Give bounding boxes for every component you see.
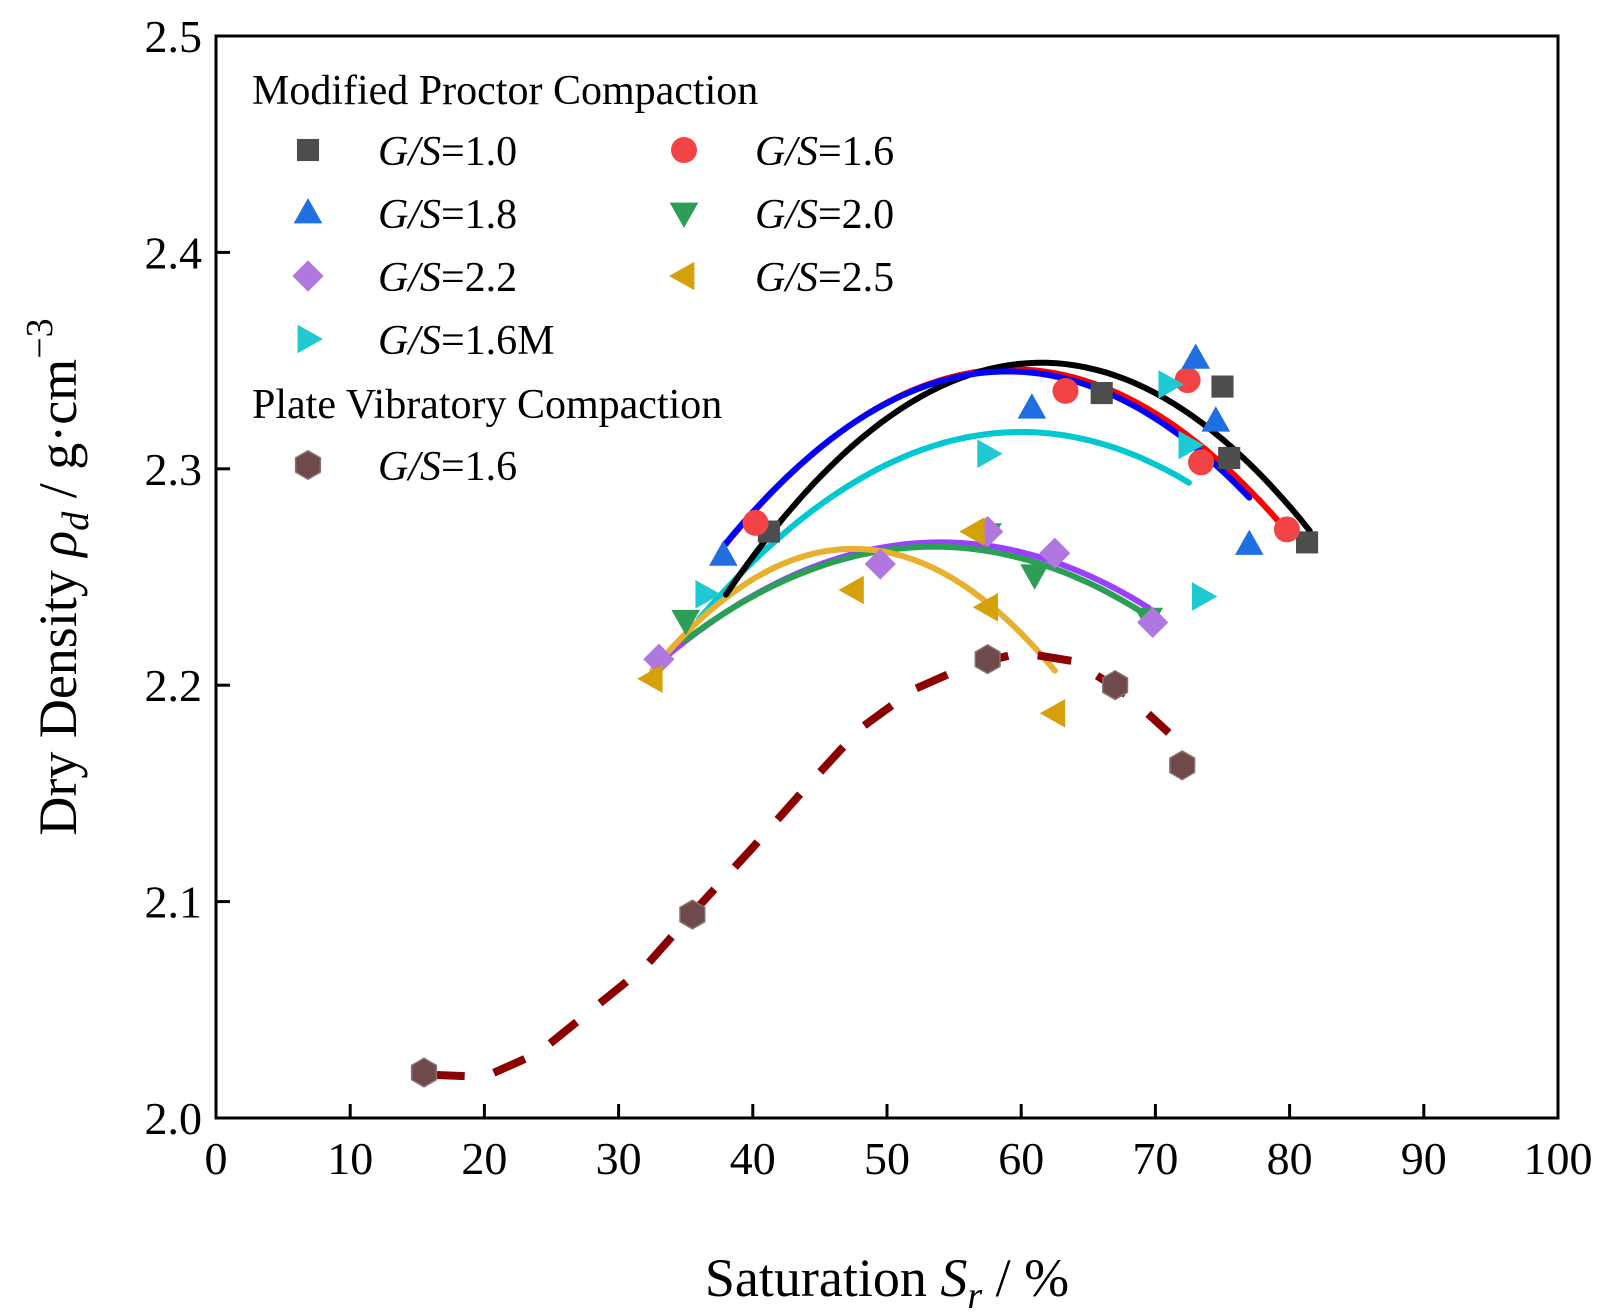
y-tick-label: 2.5 [145,11,203,62]
y-tick-label: 2.0 [145,1093,203,1144]
data-point [1174,367,1201,394]
x-tick-label: 20 [461,1133,507,1184]
legend-marker [292,260,324,292]
x-tick-label: 40 [730,1133,776,1184]
x-tick-label: 10 [327,1133,373,1184]
data-point [864,548,896,580]
data-point [1137,606,1169,638]
data-point [977,439,1003,468]
fit-curve [430,648,1172,1081]
data-point [679,899,706,930]
fit-curve [696,429,1192,622]
data-point [1218,446,1241,470]
legend-label: G/S=2.2 [378,255,517,301]
legend-label: G/S=1.6 [378,444,517,490]
y-axis-title: Dry Density ρd / g·cm−3 [19,318,97,835]
legend-marker [296,138,320,162]
legend-label: G/S=2.0 [755,192,894,238]
data-point [1169,750,1196,781]
fit-curves [430,359,1313,1081]
y-tick-label: 2.2 [145,660,203,711]
data-point [1295,531,1319,554]
data-point [1158,370,1184,399]
legend-label: G/S=1.6M [378,318,555,364]
x-tick-label: 50 [864,1133,910,1184]
legend-marker [669,202,699,228]
x-tick-label: 80 [1267,1133,1313,1184]
data-point [959,517,985,546]
data-point [1192,582,1218,611]
data-point [671,609,700,636]
x-tick-label: 0 [205,1133,228,1184]
data-point [1188,449,1215,476]
data-point [974,644,1001,675]
data-point [1201,406,1231,432]
legend-marker [293,198,323,224]
legend-label: G/S=1.0 [378,129,517,175]
data-point [1039,699,1066,728]
data-point [1052,377,1079,404]
fit-curve [723,368,1253,547]
data-point [1273,516,1300,543]
legend: Modified Proctor Compaction Plate Vibrato… [252,68,894,490]
x-tick-label: 100 [1524,1133,1593,1184]
data-point [838,575,864,605]
data-point [1181,343,1210,369]
data-point [742,509,769,536]
data-point [709,540,738,566]
legend-marker [671,137,697,163]
data-point [695,580,721,609]
legend-group-title: Plate Vibratory Compaction [252,382,722,428]
legend-label: G/S=2.5 [755,255,894,301]
data-point [643,643,675,675]
data-point [1178,430,1204,460]
legend-label: G/S=1.6 [755,129,894,175]
data-point [972,593,998,622]
legend-group-title: Modified Proctor Compaction [252,68,758,114]
x-tick-label: 60 [998,1133,1044,1184]
data-point [1235,529,1264,555]
legend-marker [294,449,322,481]
x-tick-label: 30 [596,1133,642,1184]
data-point [637,664,663,693]
legend-label: G/S=1.8 [378,192,517,238]
legend-marker [669,261,695,291]
data-point [410,1057,438,1088]
x-tick-label: 90 [1401,1133,1447,1184]
data-point [1211,375,1234,398]
data-point [1102,670,1129,701]
x-tick-label: 70 [1132,1133,1178,1184]
x-axis-title: Saturation Sr / % [705,1248,1069,1314]
data-markers [410,343,1319,1088]
legend-marker [297,324,323,354]
data-point [1020,564,1049,590]
y-tick-label: 2.3 [145,444,203,495]
axis-ticks: 0 10 20 30 40 50 60 70 80 90 100 2.0 2.1 2.2 2.3 2.4 2.5 [145,11,1593,1184]
fit-curve [682,543,1152,643]
data-point [1039,537,1071,569]
data-point [1017,393,1047,419]
y-tick-label: 2.1 [145,877,203,928]
data-point [1090,382,1113,405]
y-tick-label: 2.4 [145,227,203,278]
